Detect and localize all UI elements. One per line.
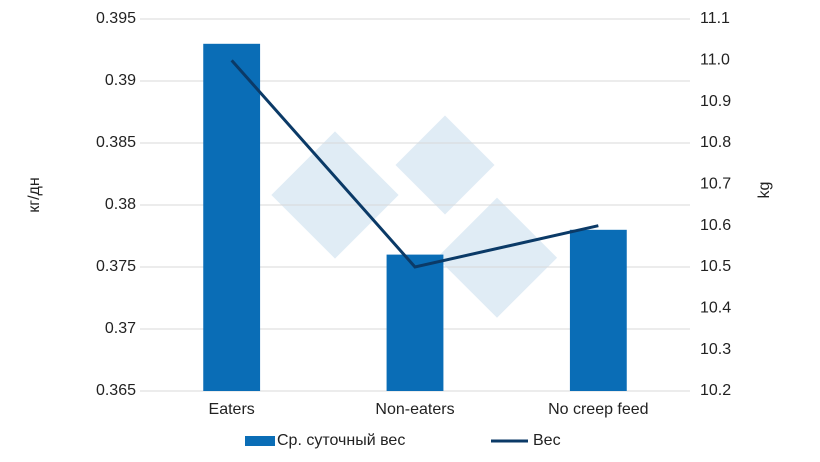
y2-tick-label: 10.2 [700, 382, 731, 399]
y2-tick-label: 10.9 [700, 93, 731, 110]
y-tick-label: 0.37 [105, 320, 136, 337]
line [230, 59, 599, 269]
x-tick-label: Non-eaters [375, 401, 454, 418]
y2-tick-label: 10.8 [700, 134, 731, 151]
x-tick-label: No creep feed [548, 401, 649, 418]
bar [386, 254, 444, 391]
y-axis-title: кг/дн [26, 177, 43, 212]
legend-label: Вес [533, 432, 561, 449]
y-tick-label: 0.38 [105, 196, 136, 213]
bar [203, 43, 261, 392]
y2-tick-label: 10.4 [700, 300, 731, 317]
y2-axis-title: kg [756, 182, 773, 199]
y2-tick-label: 11.1 [700, 10, 730, 27]
x-tick-label: Eaters [209, 401, 255, 418]
y2-tick-label: 10.5 [700, 258, 731, 275]
legend-label: Ср. суточный вес [277, 432, 405, 449]
y2-tick-label: 10.3 [700, 341, 731, 358]
y2-tick-label: 11.0 [700, 52, 730, 69]
bar [569, 229, 627, 391]
y-tick-label: 0.385 [96, 134, 136, 151]
y2-tick-label: 10.7 [700, 176, 731, 193]
y-tick-label: 0.375 [96, 258, 136, 275]
legend-swatch [245, 436, 275, 446]
y-tick-label: 0.365 [96, 382, 136, 399]
y2-tick-label: 10.6 [700, 217, 731, 234]
y-tick-label: 0.39 [105, 72, 136, 89]
y-tick-label: 0.395 [96, 10, 136, 27]
